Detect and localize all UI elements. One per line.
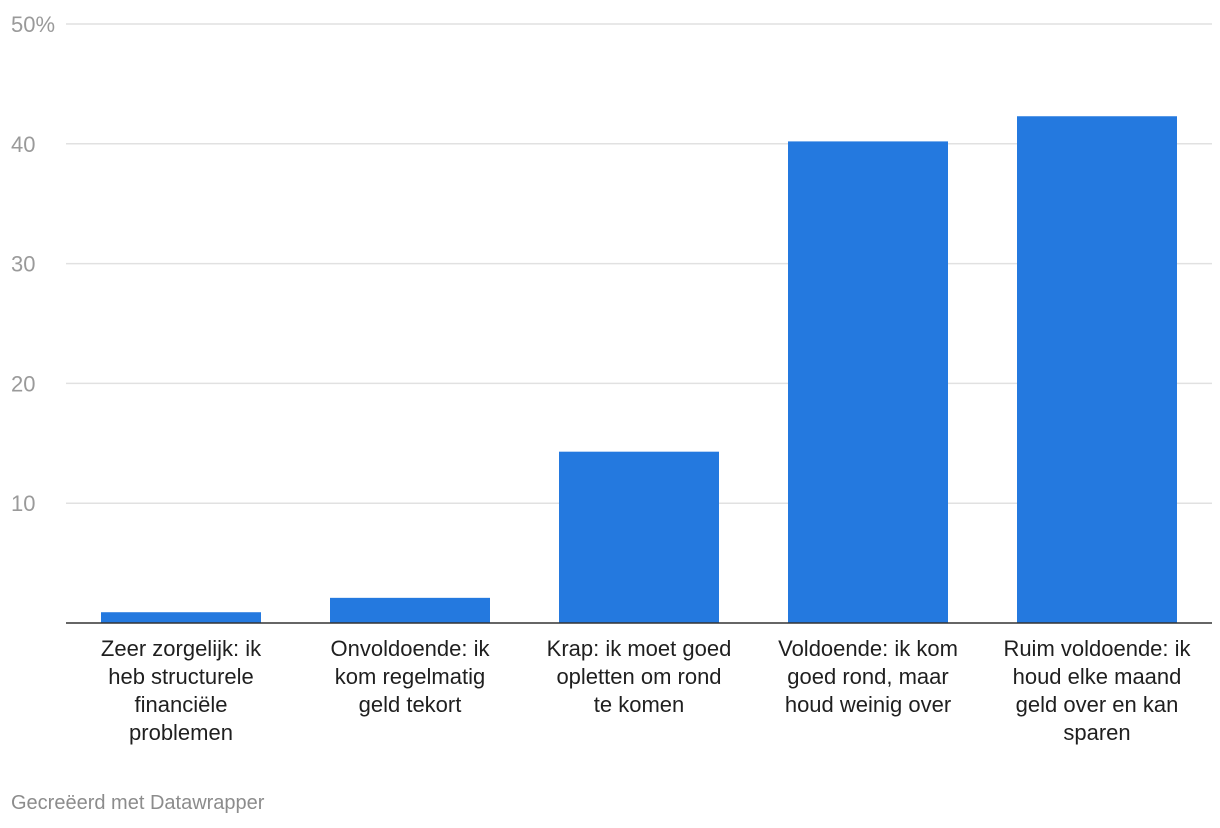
category-label: Ruim voldoende: ik houd elke maand geld ov…	[1003, 636, 1191, 745]
bar	[559, 451, 719, 623]
y-axis-tick-labels: 10 20 30 40 50%	[11, 12, 55, 516]
category-label-line: Voldoende: ik kom	[778, 636, 958, 661]
category-label-line: Krap: ik moet goed	[547, 636, 732, 661]
category-label-line: geld over en kan	[1016, 692, 1179, 717]
bar	[330, 597, 490, 623]
category-label-line: houd elke maand	[1013, 664, 1182, 689]
category-label-line: houd weinig over	[785, 692, 951, 717]
y-tick-label: 30	[11, 252, 35, 277]
category-label-line: heb structurele	[108, 664, 254, 689]
category-label-line: opletten om rond	[556, 664, 721, 689]
y-tick-label: 50%	[11, 12, 55, 37]
category-label-line: geld tekort	[359, 692, 462, 717]
category-label-line: financiële	[135, 692, 228, 717]
category-labels: Zeer zorgelijk: ik heb structurele financi…	[101, 636, 1192, 745]
category-label: Onvoldoende: ik kom regelmatig geld tekort	[331, 636, 491, 717]
category-label-line: Ruim voldoende: ik	[1003, 636, 1191, 661]
category-label-line: goed rond, maar	[787, 664, 948, 689]
bar	[1017, 116, 1177, 623]
category-label-line: Zeer zorgelijk: ik	[101, 636, 262, 661]
category-label-line: sparen	[1063, 720, 1130, 745]
category-label: Voldoende: ik kom goed rond, maar houd wei…	[778, 636, 958, 717]
category-label-line: Onvoldoende: ik	[331, 636, 491, 661]
category-label: Zeer zorgelijk: ik heb structurele financi…	[101, 636, 262, 745]
category-label-line: te komen	[594, 692, 685, 717]
category-label-line: problemen	[129, 720, 233, 745]
category-label: Krap: ik moet goed opletten om rond te kom…	[547, 636, 732, 717]
datawrapper-credit[interactable]: Gecreëerd met Datawrapper	[11, 792, 265, 814]
y-tick-label: 20	[11, 371, 35, 396]
bar	[101, 612, 261, 623]
bars	[101, 116, 1177, 624]
bar-chart: 10 20 30 40 50% Zeer zorgelijk: ik heb struct…	[11, 12, 1212, 745]
category-label-line: kom regelmatig	[335, 664, 485, 689]
y-tick-label: 40	[11, 132, 35, 157]
bar	[788, 141, 948, 624]
y-tick-label: 10	[11, 491, 35, 516]
